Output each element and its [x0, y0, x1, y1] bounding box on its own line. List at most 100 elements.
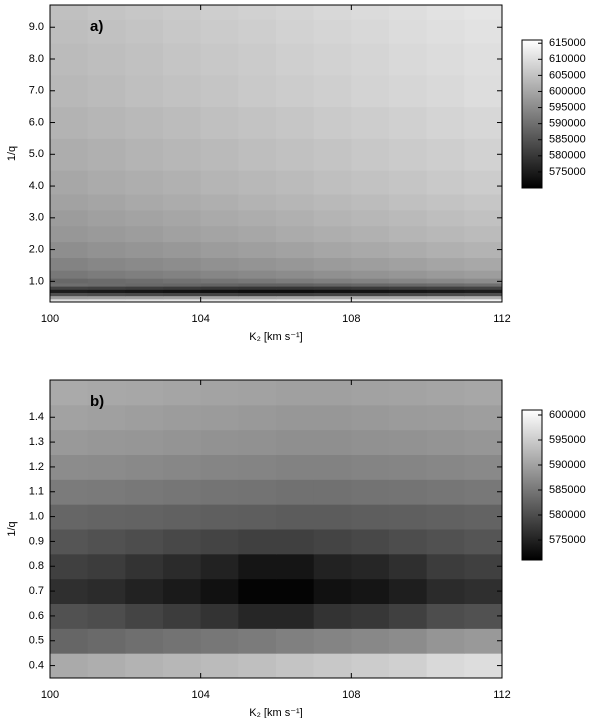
panel-label: a) — [90, 18, 103, 35]
heatmap-cell — [200, 278, 239, 284]
heatmap-cell — [200, 241, 239, 259]
heatmap-cell — [464, 106, 503, 139]
heatmap-cell — [313, 404, 352, 431]
heatmap-cell — [389, 43, 428, 76]
heatmap-cell — [426, 278, 465, 284]
heatmap-cell — [426, 529, 465, 555]
heatmap-cell — [389, 278, 428, 284]
heatmap-cell — [87, 553, 126, 580]
heatmap-cell — [87, 529, 126, 555]
heatmap-cell — [426, 292, 465, 297]
heatmap-cell — [389, 295, 428, 300]
heatmap-cell — [125, 653, 164, 679]
colorbar-tick-label: 585000 — [549, 134, 586, 146]
colorbar-tick-label: 605000 — [549, 69, 586, 81]
heatmap-cell — [313, 295, 352, 300]
heatmap-cell — [276, 282, 315, 287]
heatmap-cell — [87, 380, 126, 406]
heatmap-cell — [200, 270, 239, 279]
y-tick-label: 2.0 — [29, 243, 44, 255]
heatmap-cell — [238, 603, 277, 629]
heatmap-cell — [313, 429, 352, 455]
heatmap-cell — [163, 225, 202, 243]
heatmap-cell — [238, 529, 277, 555]
heatmap-cell — [464, 295, 503, 300]
heatmap-cell — [351, 289, 390, 293]
heatmap-cell — [464, 43, 503, 76]
y-tick-label: 0.9 — [29, 535, 44, 547]
heatmap-cell — [200, 653, 239, 679]
heatmap-cell — [426, 209, 465, 227]
heatmap-cell — [163, 578, 202, 604]
colorbar-tick-label: 575000 — [549, 534, 586, 546]
heatmap-cell — [87, 43, 126, 76]
heatmap-cell — [200, 170, 239, 195]
heatmap-cell — [125, 5, 164, 20]
heatmap-cell — [426, 454, 465, 480]
x-tick-label: 112 — [493, 313, 511, 325]
heatmap-cell — [87, 298, 126, 303]
heatmap-cell — [87, 429, 126, 455]
heatmap-cell — [200, 628, 239, 654]
heatmap-cell — [200, 603, 239, 629]
heatmap-cell — [426, 282, 465, 287]
heatmap-cell — [87, 241, 126, 259]
heatmap-cell — [276, 19, 315, 44]
heatmap-cell — [389, 282, 428, 287]
heatmap-cell — [87, 209, 126, 227]
heatmap-cell — [313, 257, 352, 271]
heatmap-cell — [351, 504, 390, 530]
heatmap-cell — [163, 504, 202, 530]
heatmap-cell — [313, 270, 352, 279]
heatmap-cell — [389, 106, 428, 139]
heatmap-cell — [464, 454, 503, 480]
heatmap-cell — [238, 578, 277, 604]
heatmap-cell — [50, 429, 89, 455]
heatmap-cell — [238, 429, 277, 455]
heatmap-cell — [163, 194, 202, 211]
heatmap-cell — [389, 404, 428, 431]
colorbar-tick-label: 600000 — [549, 409, 586, 421]
heatmap-cell — [276, 225, 315, 243]
heatmap-cell — [200, 553, 239, 580]
heatmap-cell — [389, 479, 428, 505]
heatmap-cell — [351, 479, 390, 505]
heatmap-cell — [163, 170, 202, 195]
heatmap-cell — [276, 553, 315, 580]
heatmap-cell — [200, 404, 239, 431]
heatmap-cell — [276, 257, 315, 271]
heatmap-cell — [238, 454, 277, 480]
heatmap-cell — [313, 138, 352, 171]
heatmap-cell — [50, 74, 89, 108]
heatmap-cell — [351, 295, 390, 300]
heatmap-cell — [426, 74, 465, 108]
heatmap-cell — [351, 19, 390, 44]
colorbar — [521, 39, 543, 189]
heatmap-cell — [125, 504, 164, 530]
heatmap-cell — [276, 209, 315, 227]
heatmap-cell — [87, 653, 126, 679]
heatmap-cell — [464, 170, 503, 195]
heatmap-cell — [163, 553, 202, 580]
heatmap-cell — [389, 241, 428, 259]
heatmap-cell — [276, 653, 315, 679]
heatmap-cell — [426, 286, 465, 290]
heatmap-cell — [200, 380, 239, 406]
heatmap-cell — [464, 278, 503, 284]
heatmap-cell — [125, 278, 164, 284]
y-tick-label: 0.5 — [29, 635, 44, 647]
heatmap-cell — [163, 653, 202, 679]
heatmap-cell — [50, 257, 89, 271]
colorbar-tick-label: 585000 — [549, 484, 586, 496]
heatmap-cell — [125, 282, 164, 287]
heatmap-cell — [238, 225, 277, 243]
heatmap-cell — [351, 603, 390, 629]
heatmap-cell — [389, 454, 428, 480]
heatmap-cell — [163, 603, 202, 629]
heatmap-cell — [313, 653, 352, 679]
heatmap-cell — [426, 106, 465, 139]
heatmap-cell — [125, 286, 164, 290]
heatmap-cell — [87, 404, 126, 431]
heatmap-cell — [200, 106, 239, 139]
heatmap-cell — [238, 270, 277, 279]
